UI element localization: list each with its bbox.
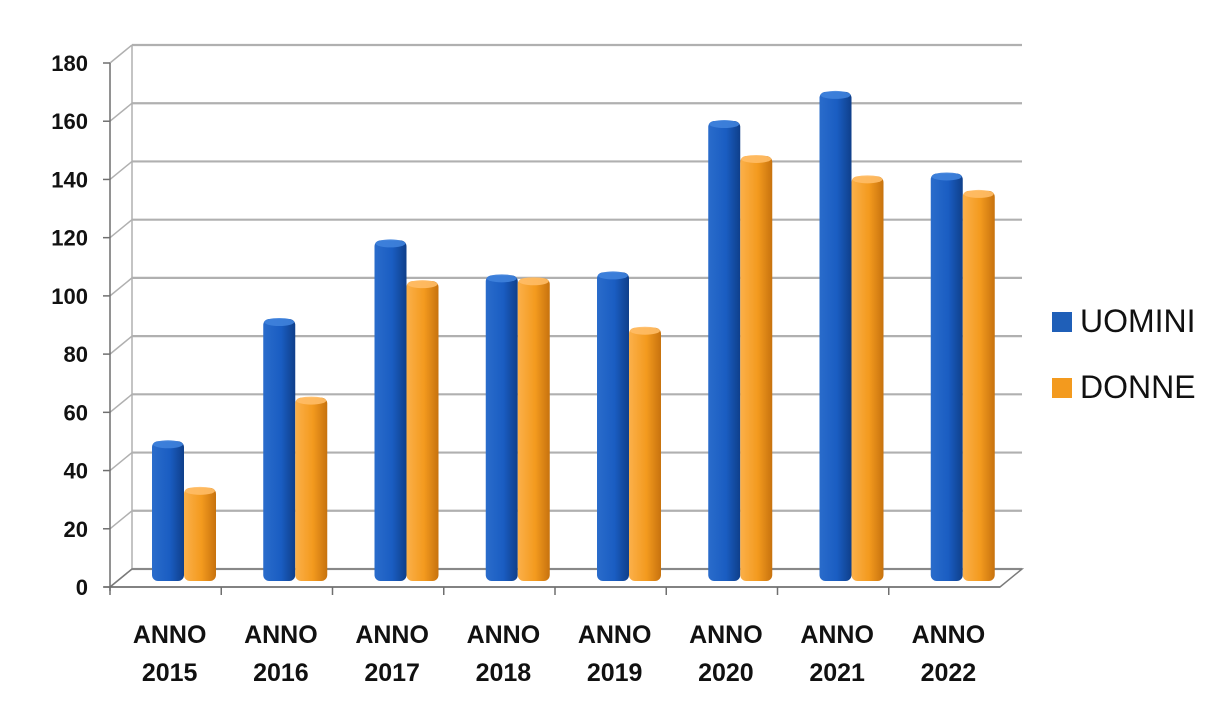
floor-plane bbox=[107, 568, 1025, 588]
x-tick-label-2021-line1: 2021 bbox=[809, 659, 865, 687]
y-tick-label-100: 100 bbox=[51, 284, 88, 309]
gridline-diag-100 bbox=[109, 277, 133, 297]
bar-body bbox=[263, 319, 296, 581]
bar-body bbox=[819, 91, 852, 581]
gridline-diag-140 bbox=[109, 160, 133, 181]
bar-donne-2022 bbox=[962, 189, 995, 581]
bar-uomini-2022 bbox=[930, 172, 963, 581]
bar-body bbox=[962, 190, 995, 581]
gridline-diag-60 bbox=[109, 393, 133, 413]
bar-body bbox=[629, 327, 661, 581]
bar-donne-2021 bbox=[851, 175, 884, 581]
legend-label-donne: DONNE bbox=[1080, 369, 1196, 405]
x-tick-label-2022-line0: ANNO bbox=[912, 621, 986, 649]
bar-top bbox=[598, 271, 628, 280]
x-tick-label-2017-line0: ANNO bbox=[355, 621, 429, 649]
bar-body bbox=[406, 281, 439, 581]
bar-uomini-2021 bbox=[819, 90, 852, 581]
y-tick-label-120: 120 bbox=[51, 226, 88, 251]
x-tick-label-2019-line1: 2019 bbox=[587, 659, 643, 687]
gridline-diag-160 bbox=[109, 102, 133, 122]
bar-top bbox=[407, 280, 438, 289]
grid-layer bbox=[107, 43, 1025, 588]
bar-top bbox=[709, 120, 740, 129]
bar-uomini-2017 bbox=[374, 239, 407, 581]
bar-uomini-2018 bbox=[485, 274, 518, 581]
y-tick-label-160: 160 bbox=[51, 109, 88, 134]
bar-body bbox=[517, 278, 550, 581]
gridline-diag-80 bbox=[109, 335, 133, 355]
bar-donne-2020 bbox=[740, 154, 773, 581]
bar-top bbox=[852, 175, 883, 184]
bar-donne-2018 bbox=[517, 277, 550, 581]
bar-body bbox=[851, 176, 884, 581]
x-tick-label-2020-line1: 2020 bbox=[698, 659, 754, 687]
y-tick-label-0: 0 bbox=[76, 575, 88, 600]
gridline-diag-120 bbox=[109, 219, 133, 239]
legend-swatch-donne bbox=[1052, 378, 1072, 398]
bar-body bbox=[184, 487, 216, 581]
bar-body bbox=[740, 155, 773, 581]
bar-top bbox=[296, 396, 327, 405]
x-tick-label-2020-line0: ANNO bbox=[689, 621, 763, 649]
gridline-diag-40 bbox=[109, 451, 133, 472]
bar-top bbox=[630, 326, 660, 335]
x-tick-label-2021-line0: ANNO bbox=[800, 621, 874, 649]
legend-label-uomini: UOMINI bbox=[1080, 303, 1196, 339]
x-tick-label-2018-line1: 2018 bbox=[476, 659, 532, 687]
bars-layer bbox=[152, 90, 995, 582]
bar-top bbox=[518, 277, 549, 286]
bar-top bbox=[963, 189, 994, 198]
bar-body bbox=[708, 121, 741, 582]
bar-top bbox=[185, 486, 215, 495]
bar-donne-2019 bbox=[629, 326, 661, 581]
x-tick-label-2017-line1: 2017 bbox=[364, 659, 420, 687]
x-tick-label-2019-line0: ANNO bbox=[578, 621, 652, 649]
x-tick-label-2016-line1: 2016 bbox=[253, 659, 309, 687]
bar-top bbox=[931, 172, 962, 181]
bar-uomini-2016 bbox=[263, 318, 296, 581]
bar-body bbox=[374, 240, 407, 581]
y-tick-label-40: 40 bbox=[64, 459, 88, 484]
x-tick-label-2015-line1: 2015 bbox=[142, 659, 198, 687]
x-tick-label-2015-line0: ANNO bbox=[133, 621, 207, 649]
axis-layer: 0 20 40 60 80 100 120 140 160 180 bbox=[51, 51, 1000, 600]
bar-body bbox=[152, 441, 184, 581]
bar-body bbox=[597, 272, 629, 581]
bar-donne-2015 bbox=[184, 486, 216, 581]
bar-top bbox=[741, 154, 772, 163]
bar-body bbox=[295, 397, 328, 581]
gridline-diag-180 bbox=[109, 44, 133, 64]
bar-body bbox=[485, 275, 518, 581]
gridline-diag-20 bbox=[109, 510, 133, 530]
bar-top bbox=[264, 318, 295, 326]
y-tick-label-20: 20 bbox=[64, 517, 88, 542]
bar-uomini-2015 bbox=[152, 440, 184, 581]
y-tick-label-80: 80 bbox=[64, 342, 88, 367]
bar-top bbox=[375, 239, 406, 248]
y-tick-label-180: 180 bbox=[51, 51, 88, 76]
x-tick-label-2016-line0: ANNO bbox=[244, 621, 318, 649]
x-tick-label-2018-line0: ANNO bbox=[467, 621, 541, 649]
y-tick-label-140: 140 bbox=[51, 167, 88, 192]
bar-body bbox=[930, 173, 963, 581]
x-labels-layer: ANNO 2015 ANNO 2016 ANNO 2017 ANNO 2018 ANNO 2019… bbox=[133, 621, 985, 687]
bar-uomini-2020 bbox=[708, 120, 741, 582]
legend: UOMINI DONNE bbox=[1052, 303, 1196, 405]
bar-top bbox=[820, 90, 851, 99]
bar-uomini-2019 bbox=[597, 271, 629, 581]
bar-top bbox=[486, 274, 517, 283]
x-tick-label-2022-line1: 2022 bbox=[921, 659, 977, 687]
bar-top bbox=[153, 440, 183, 449]
bar-donne-2017 bbox=[406, 280, 439, 581]
y-tick-label-60: 60 bbox=[64, 400, 88, 425]
bar-donne-2016 bbox=[295, 396, 328, 581]
legend-swatch-uomini bbox=[1052, 312, 1072, 332]
